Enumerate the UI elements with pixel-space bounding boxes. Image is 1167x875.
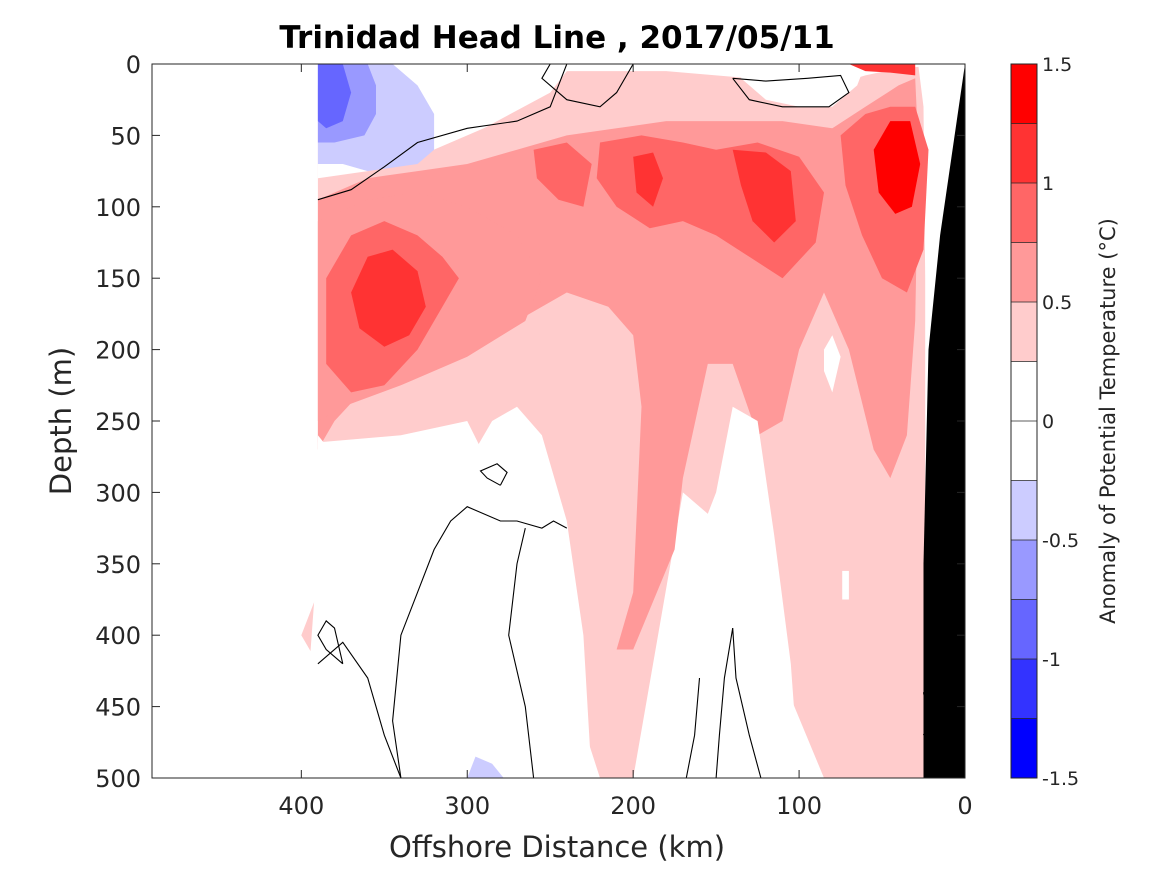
contour-line-8	[541, 64, 634, 108]
colorbar-axis: 1.5 1 0.5 0 -0.5 -1 -1.5	[1011, 54, 1079, 790]
contour-region-white-core-left	[301, 406, 592, 778]
colorbar-tick-label: -0.5	[1042, 530, 1079, 552]
y-tick-label: 0	[126, 51, 141, 79]
x-axis: 400 300 200 100 0	[278, 64, 973, 820]
contour-region-red-blob-c1	[633, 152, 663, 207]
colorbar-swatch	[1011, 421, 1037, 481]
contour-region-white-top-right	[741, 64, 866, 107]
contour-region-white-spot-a	[824, 335, 841, 393]
contour-region-blue-dark-top-left	[317, 64, 352, 129]
colorbar-title: Anomaly of Potential Temperature (°C)	[1096, 218, 1120, 624]
colorbar-tick-label: 0.5	[1042, 292, 1072, 314]
colorbar-swatch	[1011, 480, 1037, 540]
colorbar-tick-label: 1	[1042, 173, 1054, 195]
colorbar-swatch	[1011, 183, 1037, 243]
colorbar-swatch	[1011, 302, 1037, 362]
y-tick-label: 400	[95, 622, 141, 650]
colorbar-tick-label: -1.5	[1042, 768, 1079, 790]
contour-region-white-core-mid	[682, 406, 800, 778]
colorbar-swatch	[1011, 242, 1037, 302]
x-tick-label: 300	[444, 792, 490, 820]
colorbar-tick-label: 1.5	[1042, 54, 1072, 76]
contour-line-4	[508, 527, 535, 778]
bathymetry-layer	[923, 64, 965, 778]
colorbar-tick-label: -1	[1042, 649, 1061, 671]
x-tick-label: 400	[278, 792, 324, 820]
y-tick-label: 500	[95, 765, 141, 793]
contour-region-white-spot-b	[842, 570, 849, 600]
contour-region-red-blob-d	[873, 121, 921, 214]
x-tick-label: 100	[776, 792, 822, 820]
y-tick-label: 200	[95, 337, 141, 365]
y-tick-label: 350	[95, 551, 141, 579]
colorbar-swatch	[1011, 123, 1037, 183]
contour-line-6	[715, 628, 734, 778]
colorbar-swatch	[1011, 718, 1037, 778]
colorbar-swatch	[1011, 659, 1037, 719]
contour-line-5	[685, 677, 701, 778]
colorbar-tick-label: 0	[1042, 411, 1054, 433]
x-axis-title: Offshore Distance (km)	[389, 830, 725, 864]
contour-region-red-blob-c2	[732, 149, 796, 243]
y-axis: 0 50 100 150 200 250 300 350 400 450 500	[95, 51, 965, 793]
contour-line-2	[317, 641, 402, 778]
colorbar-swatch	[1011, 64, 1037, 124]
contour-line-1	[317, 64, 568, 201]
contour-line-9	[732, 74, 850, 108]
contour-line-3	[392, 506, 568, 778]
contour-line-10	[479, 463, 508, 486]
y-axis-title: Depth (m)	[44, 347, 78, 495]
y-tick-label: 100	[95, 194, 141, 222]
colorbar-swatch	[1011, 361, 1037, 421]
contour-region-salmon-blob-b	[533, 142, 592, 207]
y-tick-label: 50	[110, 122, 141, 150]
contour-line-11	[317, 620, 344, 665]
y-tick-label: 300	[95, 479, 141, 507]
bathymetry-seafloor	[923, 64, 965, 778]
colorbar	[1010, 63, 1038, 779]
contour-region-red-top-edge	[848, 64, 916, 76]
colorbar-swatch	[1011, 599, 1037, 659]
contour-region-white-left-strip	[317, 435, 335, 571]
contour-fill-layer	[301, 64, 929, 778]
chart-title: Trinidad Head Line , 2017/05/11	[279, 20, 834, 56]
contour-region-red-blob-a	[351, 249, 426, 347]
contour-region-blue-light-bottom	[467, 756, 504, 778]
y-tick-label: 250	[95, 408, 141, 436]
y-tick-label: 450	[95, 694, 141, 722]
y-tick-label: 150	[95, 265, 141, 293]
colorbar-swatch	[1011, 540, 1037, 600]
x-tick-label: 200	[610, 792, 656, 820]
contour-line-7	[732, 628, 762, 778]
x-tick-label: 0	[957, 792, 972, 820]
